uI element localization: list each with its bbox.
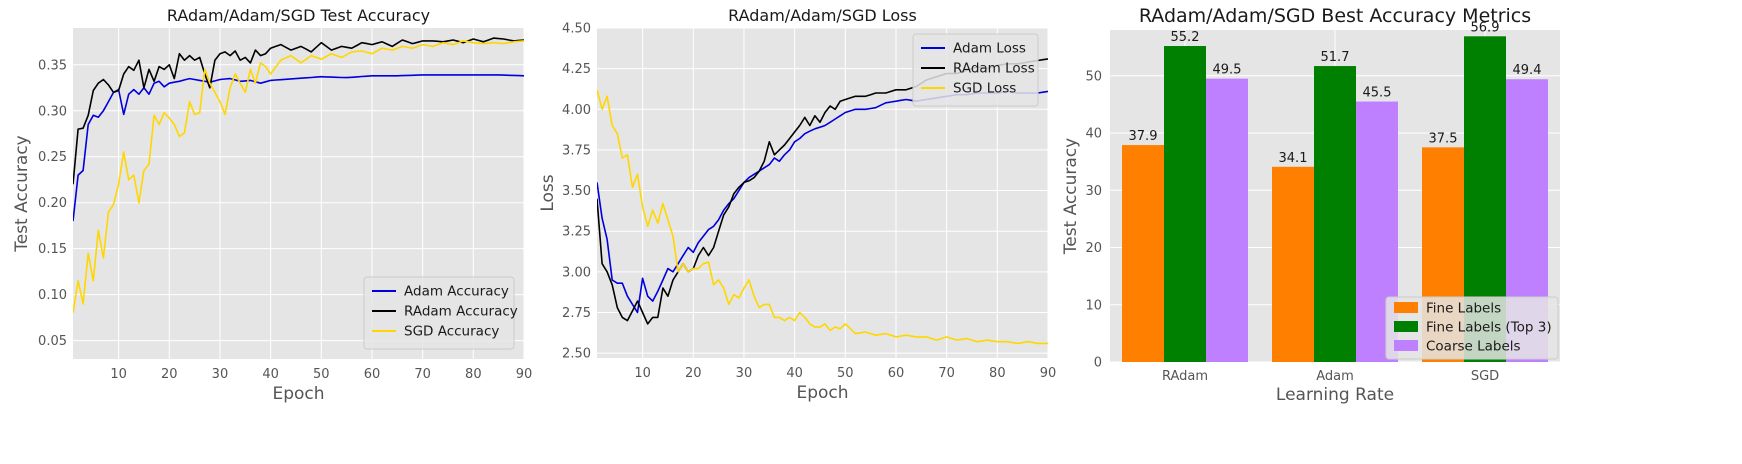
y-tick-label: 50	[1085, 69, 1102, 84]
x-axis-label: Learning Rate	[1276, 385, 1394, 405]
legend-swatch	[1394, 321, 1418, 332]
legend-label: Fine Labels	[1426, 301, 1501, 317]
bar-value-label: 37.5	[1429, 131, 1458, 146]
bar-value-label: 45.5	[1363, 86, 1392, 101]
y-tick-label: 3.75	[562, 143, 591, 158]
y-tick-label: 0.30	[38, 104, 67, 119]
bar-value-label: 37.9	[1129, 129, 1158, 144]
y-axis-label: Test Accuracy	[1061, 138, 1081, 256]
x-axis-label: Epoch	[272, 384, 324, 404]
x-tick-label: 30	[736, 366, 753, 381]
y-tick-label: 0.15	[38, 242, 67, 257]
bar	[1164, 46, 1206, 362]
panel-1: 10 20 30 40 50 60 70 80 90 0.05 0.10 0.15 0.20 0.25 0.…	[12, 6, 532, 404]
bar-value-label: 49.4	[1513, 63, 1542, 78]
legend: Fine Labels Fine Labels (Top 3) Coarse Lab…	[1385, 296, 1559, 360]
y-tick-label: 2.50	[562, 347, 591, 362]
x-tick-label: 40	[786, 366, 803, 381]
legend-label: RAdam Accuracy	[404, 304, 518, 320]
legend: Adam Loss RAdam Loss SGD Loss	[912, 33, 1039, 107]
x-tick-label: 30	[212, 367, 229, 382]
x-tick-label: 20	[161, 367, 178, 382]
legend-label: RAdam Loss	[953, 61, 1035, 77]
series-line-adam-accuracy	[73, 74, 524, 222]
y-tick-label: 0.20	[38, 196, 67, 211]
y-tick-label: 0.35	[38, 58, 67, 73]
y-tick-label: 4.25	[562, 62, 591, 77]
y-tick-label: 2.75	[562, 306, 591, 321]
legend-label: Fine Labels (Top 3)	[1426, 320, 1552, 336]
series-line-sgd-loss	[597, 89, 1048, 345]
y-tick-label: 30	[1085, 184, 1102, 199]
x-tick-label: 10	[110, 367, 127, 382]
chart-title: RAdam/Adam/SGD Loss	[728, 6, 917, 25]
legend-swatch	[1394, 340, 1418, 351]
bar	[1314, 66, 1356, 362]
x-tick-label: 60	[364, 367, 381, 382]
x-tick-label: 50	[837, 366, 854, 381]
y-tick-label: 0.05	[38, 334, 67, 349]
y-axis-label: Test Accuracy	[12, 135, 32, 253]
x-tick-label: 60	[888, 366, 905, 381]
y-tick-label: 3.25	[562, 225, 591, 240]
x-tick-label: 90	[516, 367, 533, 382]
x-axis-label: Epoch	[796, 383, 848, 403]
x-tick-label: 20	[685, 366, 702, 381]
y-tick-label: 0.25	[38, 150, 67, 165]
legend-swatch	[1394, 302, 1418, 313]
x-tick-label: 50	[313, 367, 330, 382]
series-line-radam-accuracy	[73, 37, 524, 185]
legend-label: Adam Accuracy	[404, 284, 509, 300]
x-tick-label: 10	[634, 366, 651, 381]
bar-value-label: 51.7	[1321, 50, 1350, 65]
bar	[1122, 145, 1164, 362]
y-tick-label: 3.00	[562, 265, 591, 280]
legend-frame	[363, 276, 515, 350]
y-tick-label: 40	[1085, 127, 1102, 142]
y-tick-label: 3.50	[562, 184, 591, 199]
x-tick-label: 90	[1040, 366, 1057, 381]
x-tick-label: 70	[938, 366, 955, 381]
x-tick-label: 70	[414, 367, 431, 382]
legend: Adam Accuracy RAdam Accuracy SGD Accuracy	[363, 276, 518, 350]
chart-title: RAdam/Adam/SGD Best Accuracy Metrics	[1139, 5, 1531, 27]
legend-label: SGD Loss	[953, 81, 1016, 97]
panel-3: RAdam Adam SGD 0 10 20 30 40 50 37.9 55.2 49.5 34.1 5…	[1061, 5, 1560, 405]
y-axis-label: Loss	[538, 174, 558, 211]
legend-label: Adam Loss	[953, 41, 1026, 57]
legend-label: Coarse Labels	[1426, 339, 1521, 355]
chart-title: RAdam/Adam/SGD Test Accuracy	[167, 6, 430, 25]
legend-label: SGD Accuracy	[404, 324, 499, 340]
bar-value-label: 55.2	[1171, 30, 1200, 45]
x-tick-label: 80	[465, 367, 482, 382]
y-tick-label: 10	[1085, 298, 1102, 313]
x-tick-label: 40	[262, 367, 279, 382]
bar-value-label: 49.5	[1213, 63, 1242, 78]
legend-frame	[1385, 296, 1559, 360]
bar-value-label: 34.1	[1279, 151, 1308, 166]
bar	[1272, 166, 1314, 362]
y-tick-label: 20	[1085, 241, 1102, 256]
y-tick-label: 4.50	[562, 22, 591, 37]
bar-value-label: 56.9	[1471, 20, 1500, 35]
bar	[1206, 78, 1248, 362]
y-tick-label: 4.00	[562, 103, 591, 118]
x-tick-label: 80	[989, 366, 1006, 381]
panel-2: 10 20 30 40 50 60 70 80 90 2.50 2.75 3.00 3.25 3.50 3.…	[538, 6, 1056, 403]
y-tick-label: 0.10	[38, 288, 67, 303]
y-tick-label: 0	[1094, 356, 1102, 371]
x-tick-label: Adam	[1316, 369, 1354, 384]
x-tick-label: SGD	[1471, 369, 1499, 384]
x-tick-label: RAdam	[1162, 369, 1208, 384]
series-line-sgd-accuracy	[73, 40, 524, 314]
